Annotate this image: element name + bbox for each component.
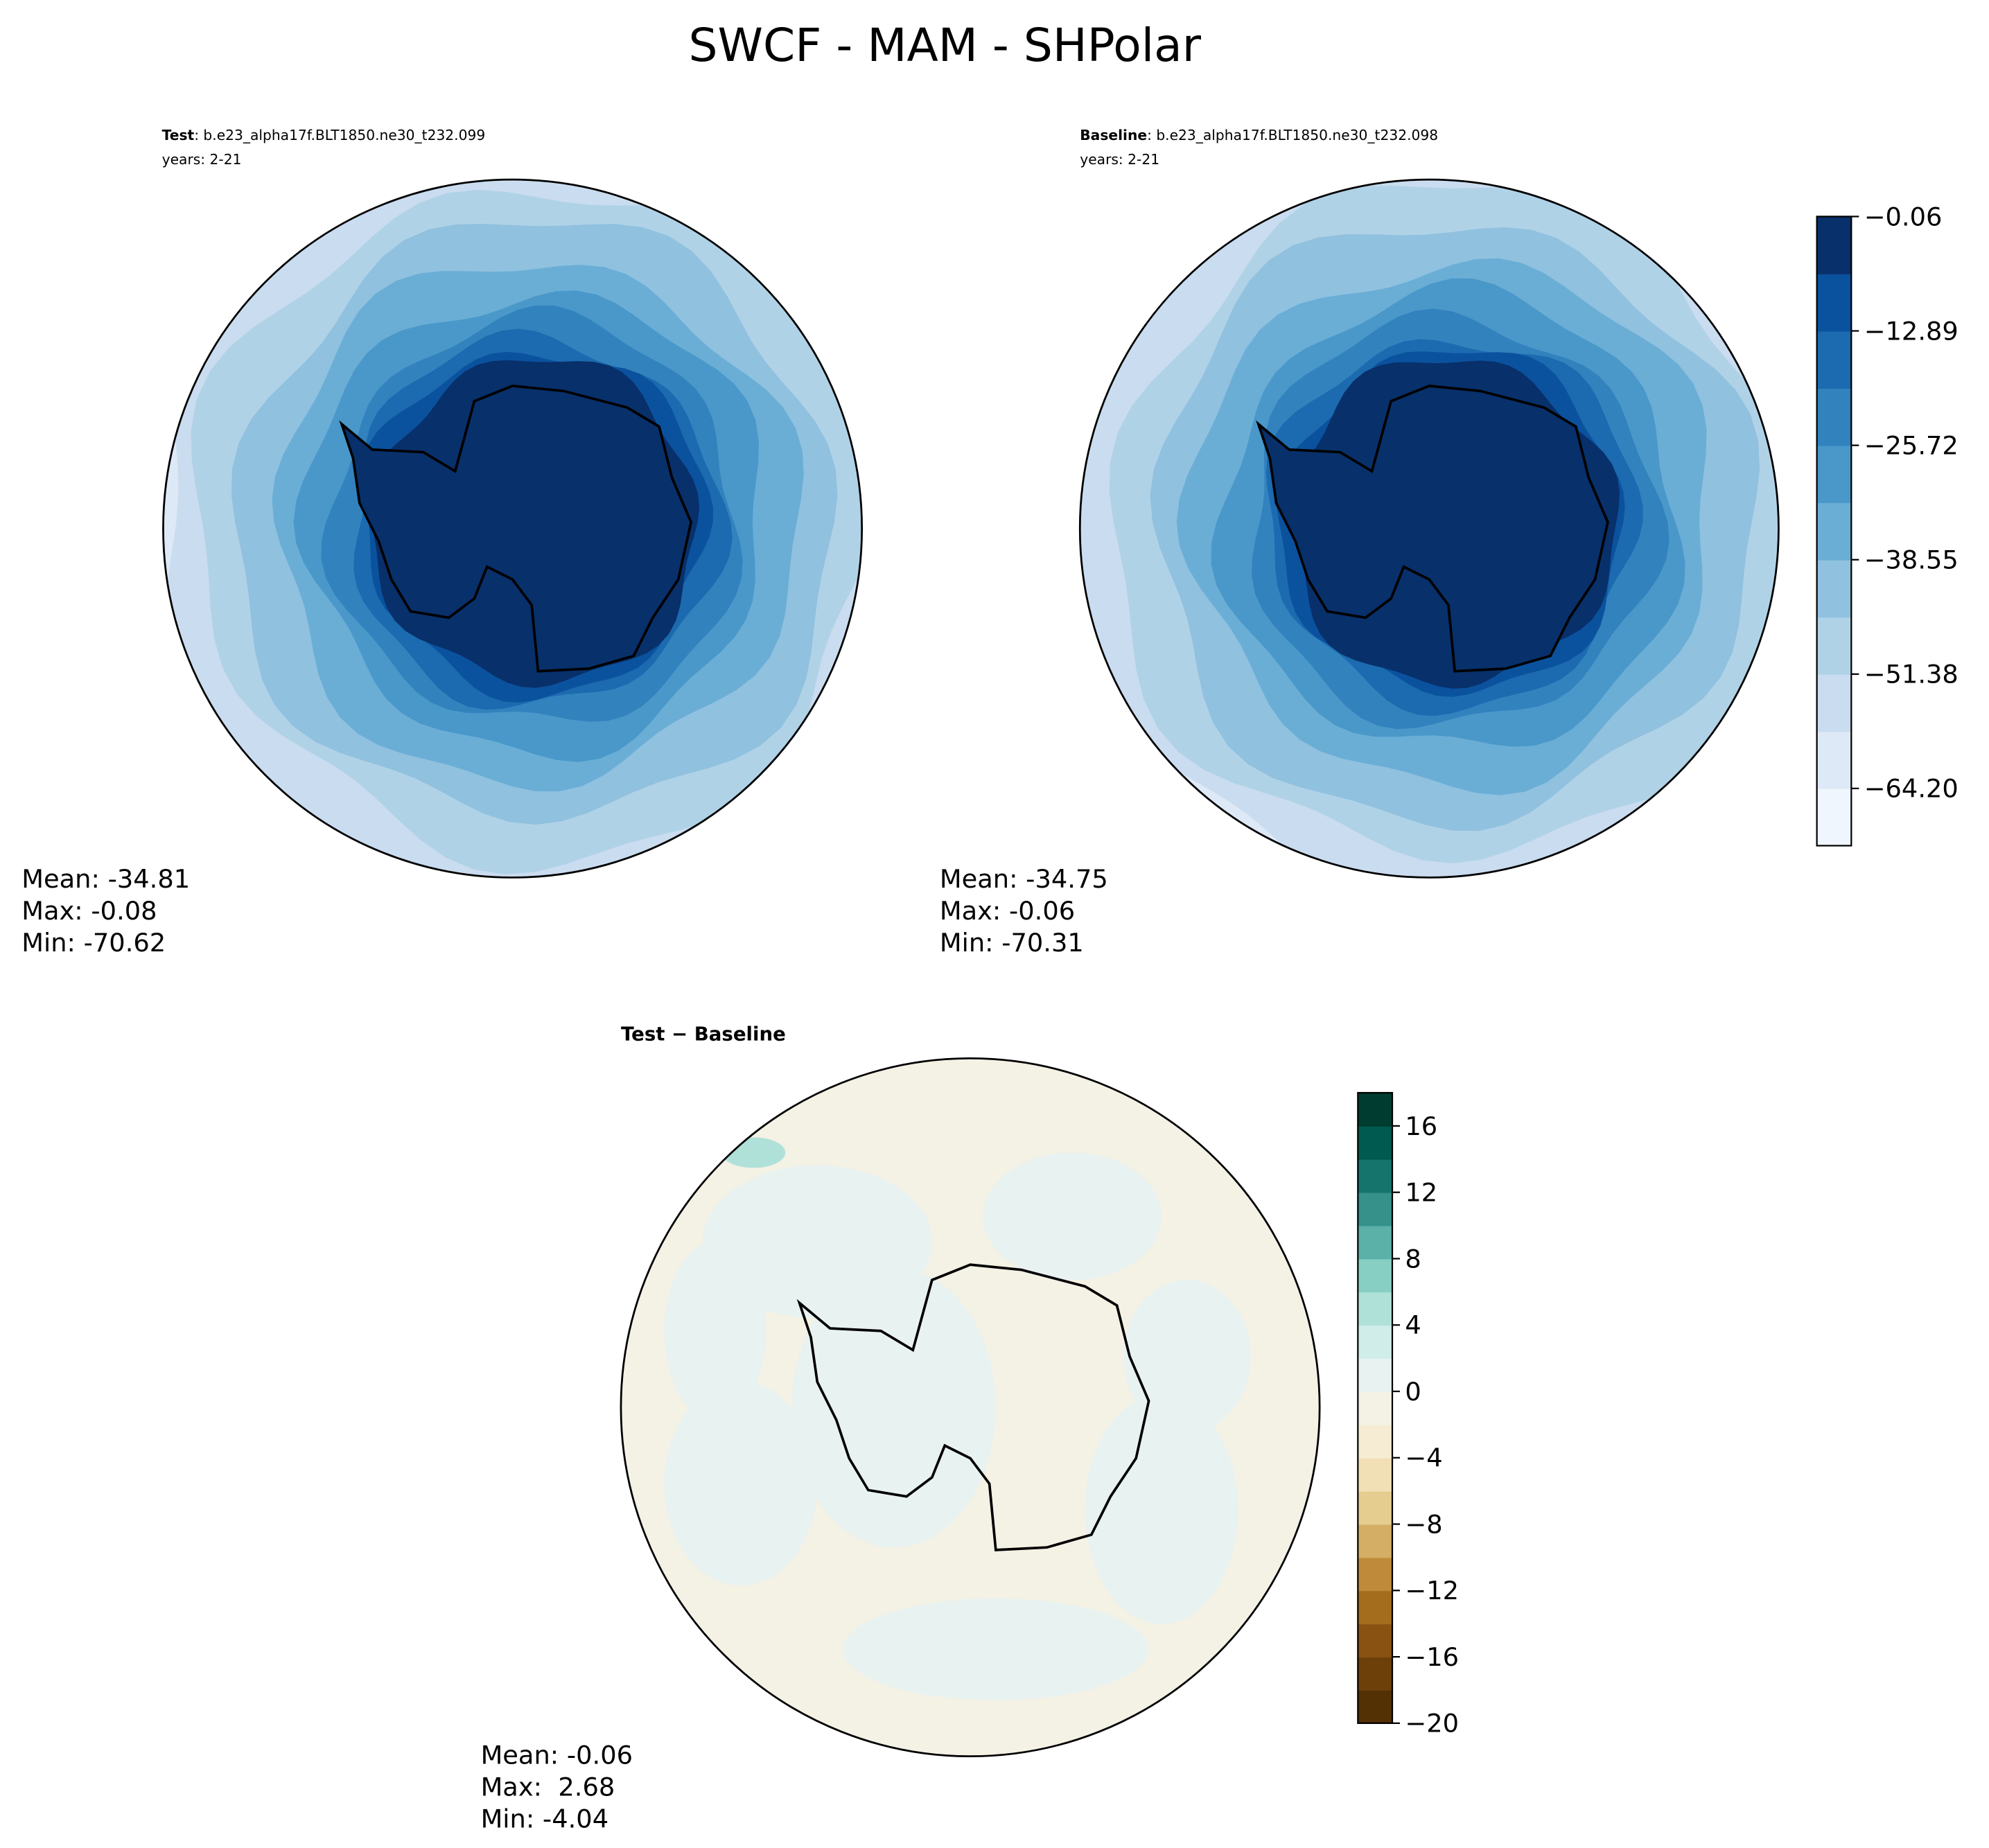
colorbar-band: [1816, 617, 1852, 675]
case-name: : b.e23_alpha17f.BLT1850.ne30_t232.098: [1147, 127, 1438, 143]
colorbar-tick-label: −12.89: [1864, 316, 1959, 346]
map-border: [620, 1057, 1321, 1758]
colorbars: −0.06 −12.89 −25.72 −38.55 −51.38 −64.20 16 12 8…: [1357, 202, 1959, 1739]
contour-band: [664, 1382, 818, 1586]
colorbar-band: [1816, 502, 1852, 561]
panel-label: Test: [162, 127, 195, 143]
colorbar-tick-label: 0: [1405, 1377, 1421, 1407]
statistic: Max: -0.06: [940, 896, 1075, 926]
statistic: Min: -4.04: [481, 1804, 609, 1834]
statistic: Min: -70.31: [940, 928, 1084, 958]
colorbar-tick-label: −0.06: [1864, 202, 1943, 231]
colorbar-band: [1358, 1524, 1392, 1558]
colorbar-band: [1358, 1623, 1392, 1658]
panel-label: Test − Baseline: [621, 1023, 786, 1046]
colorbar-tick-label: −4: [1405, 1443, 1442, 1473]
colorbar-band: [1358, 1490, 1392, 1525]
colorbar-band: [1358, 1424, 1392, 1459]
statistic: Mean: -0.06: [481, 1741, 633, 1770]
colorbar-band: [1358, 1657, 1392, 1691]
polar-map: [620, 1058, 1320, 1757]
colorbar-tick-label: −51.38: [1864, 660, 1959, 689]
contour-band: [1085, 1394, 1238, 1624]
colorbar-tick-label: 4: [1405, 1310, 1421, 1340]
antarctica: [1256, 385, 1609, 673]
colorbar-band: [1358, 1125, 1392, 1160]
colorbar-band: [1816, 445, 1852, 504]
colorbar-band: [1358, 1391, 1392, 1425]
colorbar-band: [1816, 559, 1852, 618]
contour-band: [983, 1152, 1162, 1281]
colorbar-band: [1358, 1457, 1392, 1492]
contour-band: [664, 1242, 766, 1420]
colorbar-tick-label: −64.20: [1864, 774, 1959, 804]
map-border: [1078, 178, 1780, 879]
colorbar-band: [1358, 1258, 1392, 1293]
colorbar-band: [1358, 1159, 1392, 1193]
statistic: Max: -0.08: [21, 896, 157, 926]
colorbar-band: [1358, 1689, 1392, 1724]
statistic: Mean: -34.81: [21, 864, 190, 894]
colorbar-tick-label: −38.55: [1864, 545, 1959, 575]
contour-band: [1123, 1280, 1251, 1433]
colorbar-tick-label: −25.72: [1864, 431, 1959, 461]
panel-header: Baseline: b.e23_alpha17f.BLT1850.ne30_t2…: [1080, 127, 1438, 143]
map-border: [162, 178, 864, 879]
colorbar-band: [1816, 388, 1852, 446]
colorbar-tick-label: 16: [1405, 1111, 1437, 1141]
colorbar-band: [1816, 731, 1852, 789]
colorbar-band: [1816, 674, 1852, 732]
colorbar-tick-label: 8: [1405, 1244, 1421, 1274]
polar-map: [1080, 179, 1779, 878]
colorbar-tick-label: −12: [1405, 1576, 1459, 1605]
antarctica: [339, 385, 693, 673]
colorbar-band: [1816, 788, 1852, 847]
contour-band: [843, 1598, 1149, 1700]
colorbar-tick-label: −16: [1405, 1642, 1459, 1672]
colorbar-band: [1358, 1192, 1392, 1226]
years: years: 2-21: [1080, 151, 1159, 168]
statistic: Mean: -34.75: [940, 864, 1108, 894]
maps: [162, 178, 1780, 1758]
statistic: Min: -70.62: [21, 928, 166, 958]
antarctica: [796, 1263, 1150, 1551]
colorbar-frame: [1816, 215, 1852, 847]
years: years: 2-21: [162, 151, 242, 168]
colorbar-band: [1358, 1093, 1392, 1127]
colorbar-band: [1816, 331, 1852, 389]
case-name: : b.e23_alpha17f.BLT1850.ne30_t232.099: [194, 127, 485, 143]
colorbar-band: [1816, 216, 1852, 274]
colorbar-tick-label: −8: [1405, 1509, 1442, 1539]
panel-header: Test: b.e23_alpha17f.BLT1850.ne30_t232.0…: [162, 127, 486, 143]
colorbar-tick-label: 12: [1405, 1178, 1437, 1208]
colorbar-frame: [1357, 1091, 1394, 1724]
figure-title: SWCF - MAM - SHPolar: [689, 19, 1202, 72]
statistic: Max: 2.68: [481, 1772, 615, 1802]
colorbar-tick-label: −20: [1405, 1709, 1459, 1739]
contour-band: [791, 1267, 996, 1548]
colorbar-band: [1358, 1225, 1392, 1260]
colorbar-band: [1358, 1325, 1392, 1359]
colorbar-band: [1358, 1292, 1392, 1326]
colorbar-band: [1358, 1590, 1392, 1625]
colorbar-band: [1358, 1358, 1392, 1392]
polar-map: [163, 179, 862, 878]
colorbar-band: [1816, 274, 1852, 332]
panel-label: Baseline: [1080, 127, 1147, 143]
colorbar-band: [1358, 1557, 1392, 1592]
